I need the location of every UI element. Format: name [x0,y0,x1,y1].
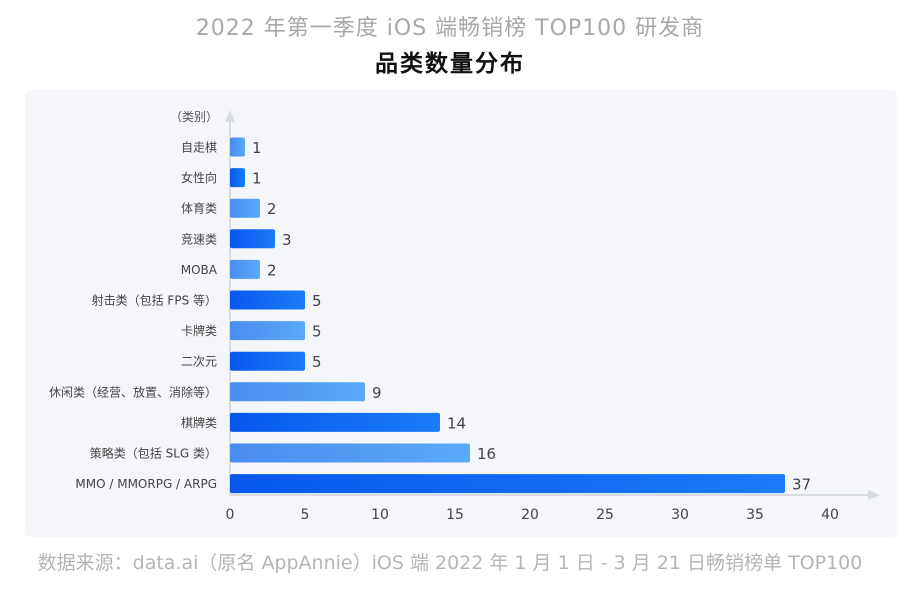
x-tick-label: 15 [446,507,464,523]
value-label: 14 [447,414,466,432]
value-label: 2 [267,261,277,279]
bar [230,137,245,157]
value-label: 5 [312,292,322,310]
x-tick-label: 10 [371,507,389,523]
bar [230,259,260,279]
category-label: 休闲类（经营、放置、消除等） [49,384,217,399]
value-label: 16 [477,445,496,463]
x-tick-label: 20 [521,507,539,523]
x-tick-label: 25 [596,507,614,523]
value-label: 1 [252,170,262,188]
x-axis-arrow [868,490,880,500]
category-label: 竞速类 [181,232,217,246]
bar [230,229,275,249]
bar [230,474,785,494]
value-label: 3 [282,231,292,249]
chart-title: 品类数量分布 [375,51,525,77]
bar [230,412,440,432]
x-tick-label: 40 [821,507,839,523]
category-label: 体育类 [181,201,217,216]
category-label: MOBA [181,263,218,277]
category-label: 自走棋 [181,141,217,155]
x-tick-label: 30 [671,507,689,523]
value-label: 1 [252,139,262,157]
x-tick-label: 0 [226,507,235,523]
bar [230,382,365,402]
value-label: 5 [312,353,322,371]
category-label: 射击类（包括 FPS 等） [92,293,217,308]
x-tick-label: 35 [746,507,764,523]
y-axis-arrow [225,110,235,122]
value-label: 37 [792,476,811,494]
category-label: 策略类（包括 SLG 类） [90,446,217,461]
bar [230,321,305,341]
value-label: 9 [372,384,382,402]
value-label: 5 [312,323,322,341]
bar [230,168,245,188]
x-tick-label: 5 [301,507,310,523]
category-label: 卡牌类 [181,324,217,338]
y-axis-label: （类别） [170,110,218,124]
category-label: 女性向 [181,170,217,185]
bar [230,351,305,371]
bar [230,290,305,310]
category-label: MMO / MMORPG / ARPG [75,477,217,491]
bar [230,198,260,218]
value-label: 2 [267,200,277,218]
data-source: 数据来源：data.ai（原名 AppAnnie）iOS 端 2022 年 1 … [37,552,863,574]
bar [230,443,470,463]
category-label: 二次元 [181,355,217,369]
category-label: 棋牌类 [181,416,217,430]
chart-subtitle: 2022 年第一季度 iOS 端畅销榜 TOP100 研发商 [195,16,705,41]
